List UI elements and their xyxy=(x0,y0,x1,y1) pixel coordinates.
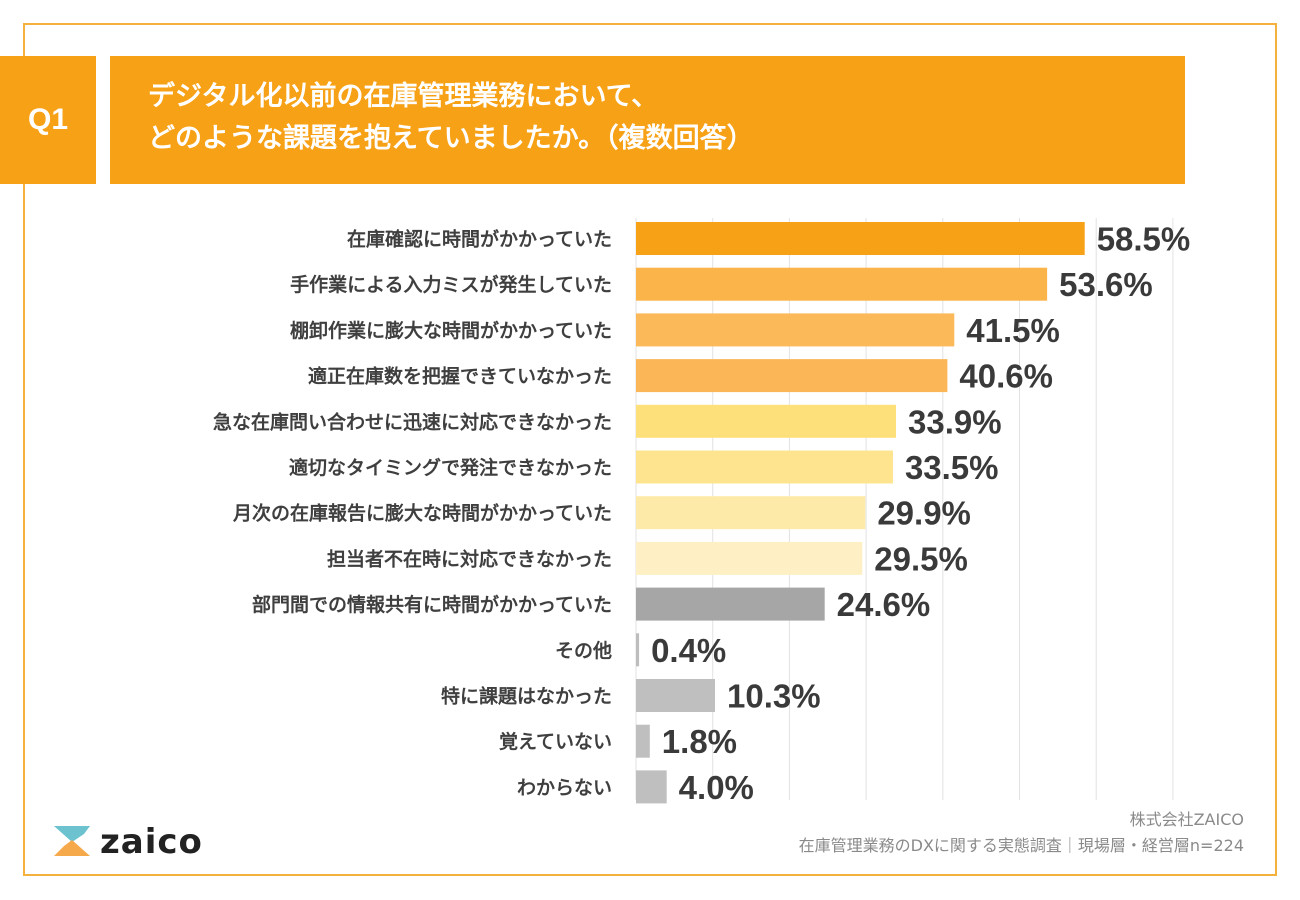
category-label: 手作業による入力ミスが発生していた xyxy=(290,273,612,296)
category-label: 部門間での情報共有に時間がかかっていた xyxy=(252,593,612,616)
category-label: 適正在庫数を把握できていなかった xyxy=(308,365,612,388)
bar xyxy=(636,496,866,530)
bar xyxy=(636,450,893,484)
survey-credit: 在庫管理業務のDXに関する実態調査｜現場層・経営層n=224 xyxy=(798,836,1244,855)
bar xyxy=(636,587,825,621)
value-label: 53.6% xyxy=(1059,266,1153,303)
category-label: 月次の在庫報告に膨大な時間がかかっていた xyxy=(232,502,612,525)
bar xyxy=(636,313,955,347)
value-label: 4.0% xyxy=(679,769,754,806)
value-label: 29.5% xyxy=(874,540,968,577)
category-label: 急な在庫問い合わせに迅速に対応できなかった xyxy=(213,410,612,433)
question-badge: Q1 xyxy=(0,56,96,184)
category-label: 棚卸作業に膨大な時間がかかっていた xyxy=(290,319,612,342)
value-label: 24.6% xyxy=(837,586,931,623)
bar xyxy=(636,679,716,712)
category-label: 適切なタイミングで発注できなかった xyxy=(289,456,612,479)
value-label: 29.9% xyxy=(877,495,971,532)
value-label: 1.8% xyxy=(662,723,737,760)
bars xyxy=(636,222,1085,804)
title-line-1: デジタル化以前の在庫管理業務において、 xyxy=(148,81,659,112)
company-credit: 株式会社ZAICO xyxy=(1129,810,1244,829)
bar xyxy=(636,541,863,575)
zaico-logo-icon xyxy=(54,826,90,856)
question-title: デジタル化以前の在庫管理業務において、 どのような課題を抱えていましたか。（複数… xyxy=(110,56,1185,184)
title-line-2: どのような課題を抱えていましたか。（複数回答） xyxy=(148,123,754,154)
value-label: 10.3% xyxy=(727,678,821,715)
bar xyxy=(636,770,667,804)
category-labels: 在庫確認に時間がかかっていた手作業による入力ミスが発生していた棚卸作業に膨大な時… xyxy=(213,228,612,799)
value-label: 58.5% xyxy=(1097,221,1191,258)
bar xyxy=(636,633,640,667)
category-label: 担当者不在時に対応できなかった xyxy=(327,547,612,570)
bar xyxy=(636,267,1048,301)
bar xyxy=(636,724,650,758)
value-labels: 58.5% 53.6% 41.5% 40.6% 33.9% 33.5% 29.9% 29.5%… xyxy=(651,221,1190,806)
bar xyxy=(636,359,948,393)
value-label: 33.5% xyxy=(905,449,999,486)
category-label: わからない xyxy=(517,777,612,799)
bar-chart: 在庫確認に時間がかかっていた手作業による入力ミスが発生していた棚卸作業に膨大な時… xyxy=(213,218,1190,806)
category-label: 覚えていない xyxy=(499,730,612,753)
logo-text: zaico xyxy=(100,822,203,862)
bar xyxy=(636,222,1085,255)
value-label: 41.5% xyxy=(966,312,1060,349)
value-label: 40.6% xyxy=(959,358,1053,395)
zaico-logo: zaico xyxy=(54,822,203,862)
category-label: 特に課題はなかった xyxy=(441,685,612,708)
value-label: 0.4% xyxy=(651,632,726,669)
bar xyxy=(636,404,897,438)
category-label: 在庫確認に時間がかかっていた xyxy=(347,228,612,251)
chart-frame xyxy=(23,23,1277,876)
value-label: 33.9% xyxy=(908,403,1002,440)
category-label: その他 xyxy=(555,639,612,662)
